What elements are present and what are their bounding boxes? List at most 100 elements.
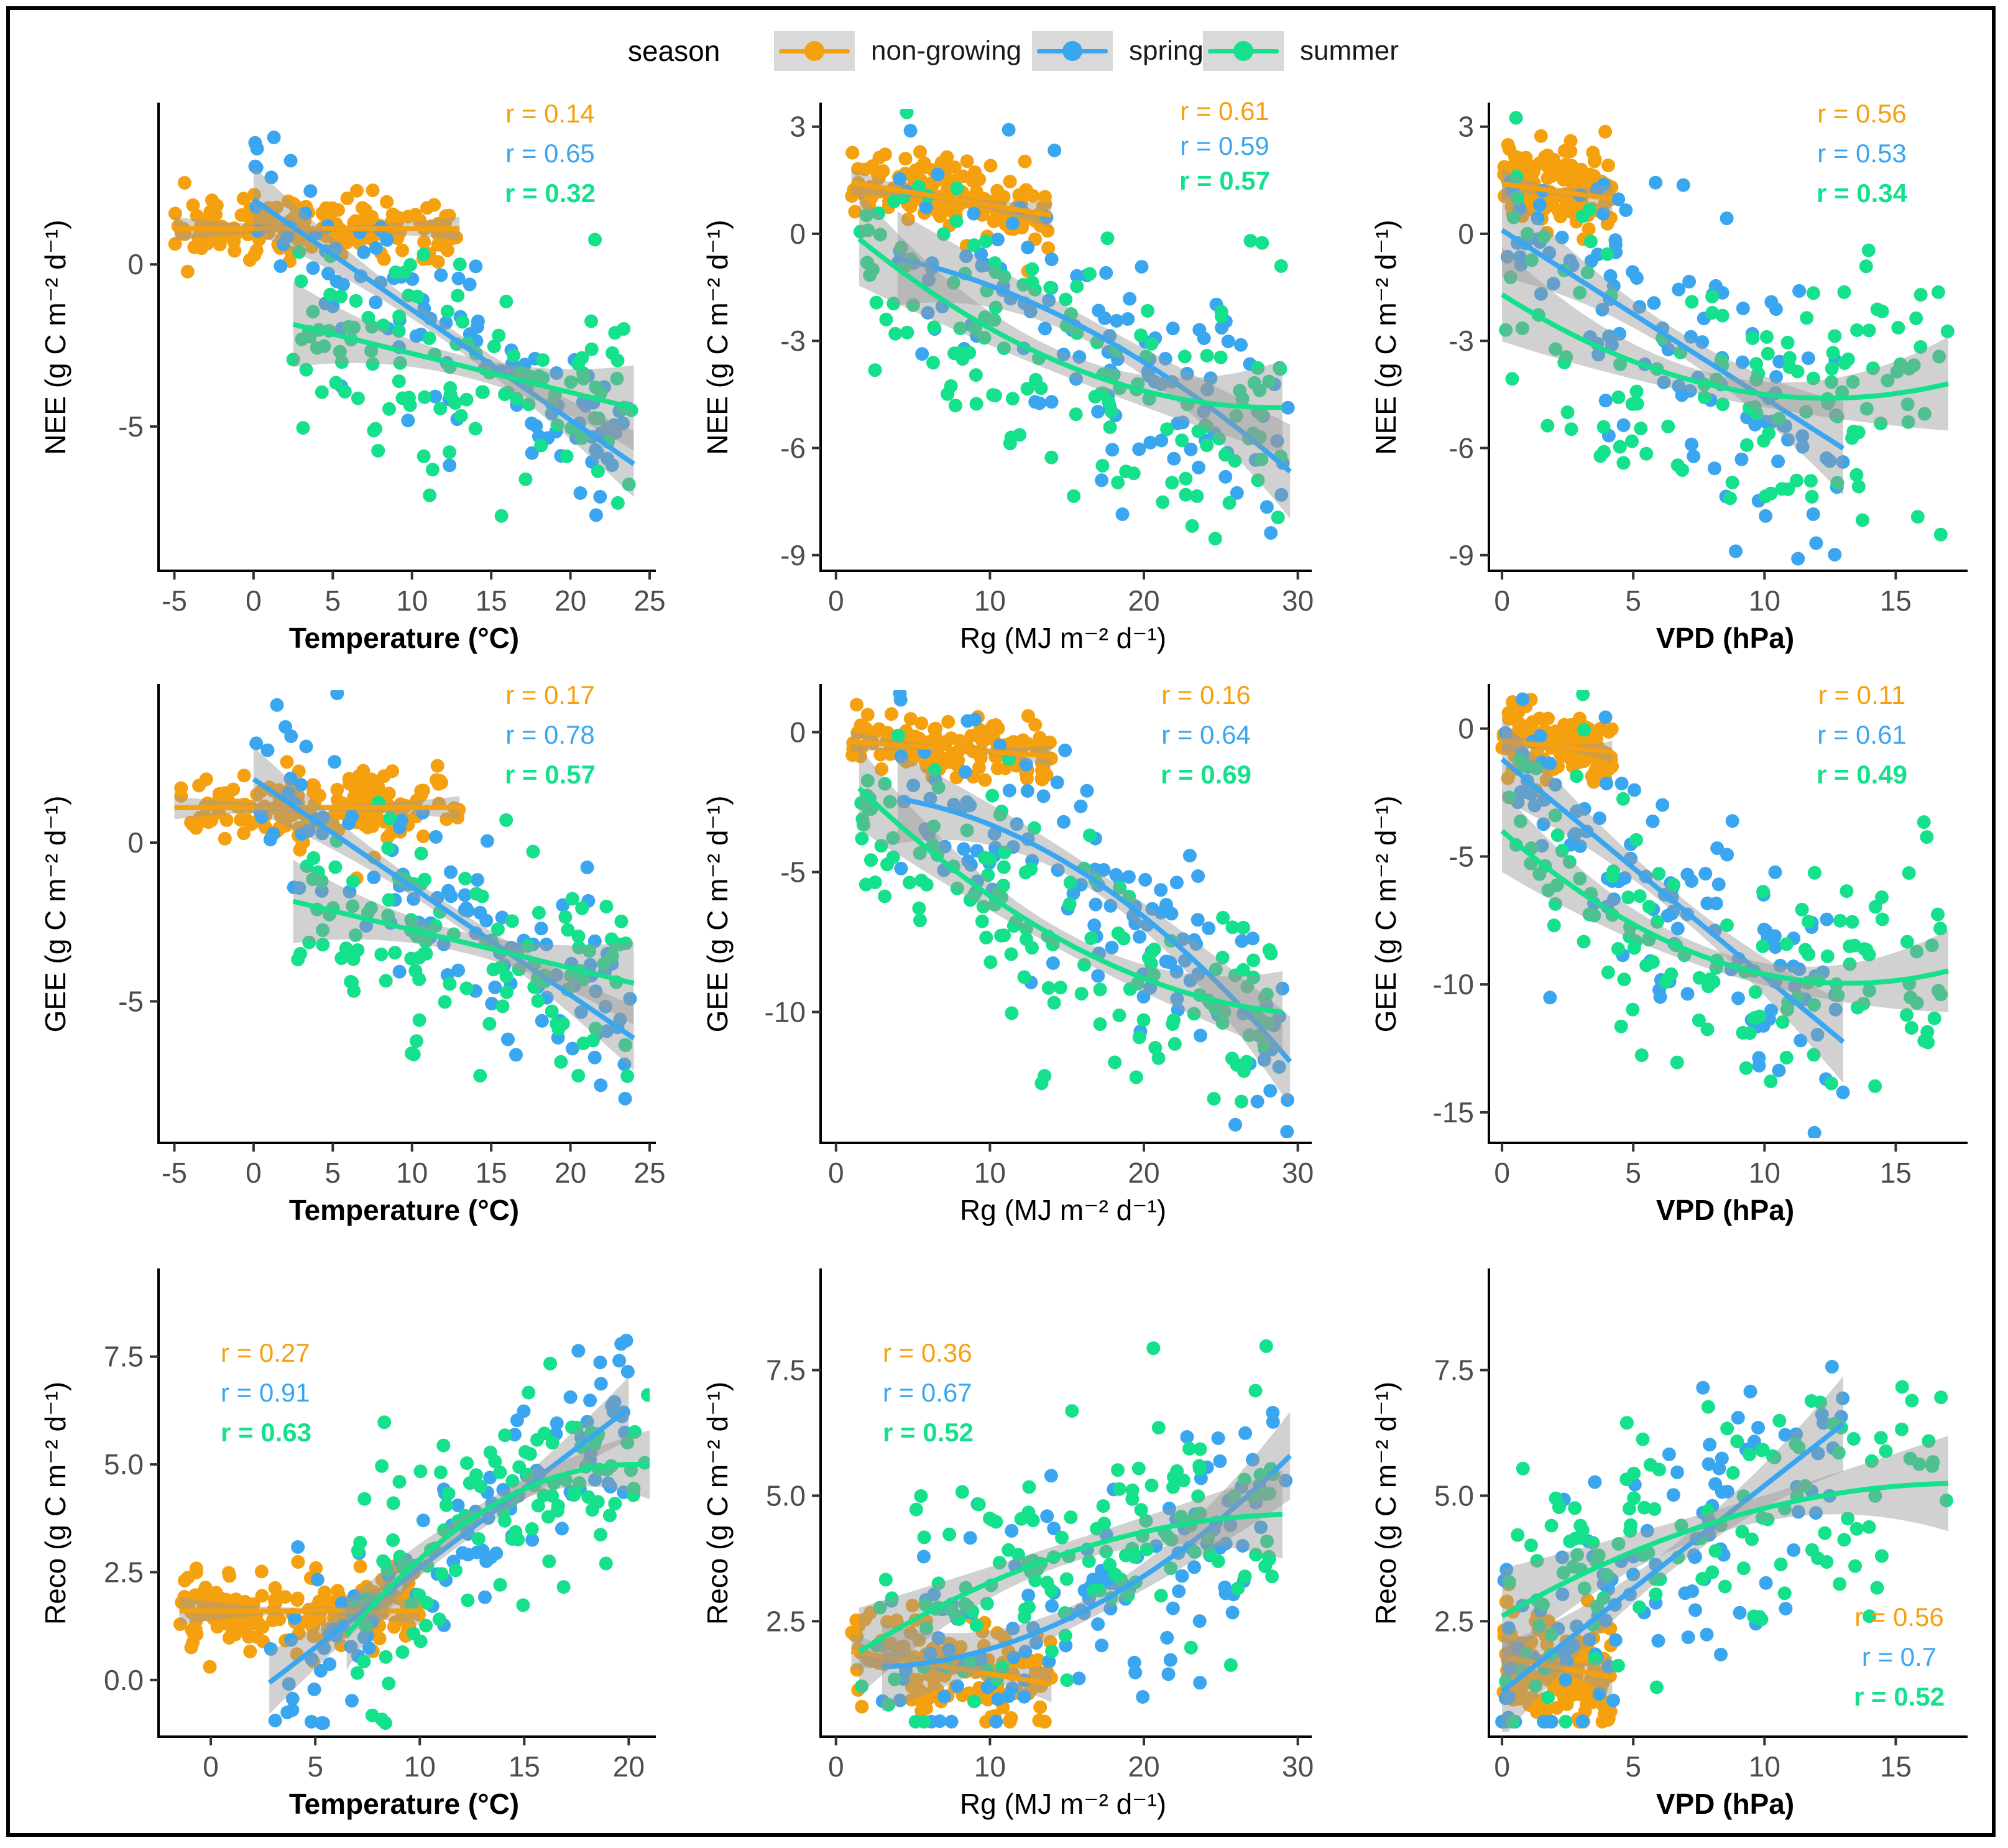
point-spring	[1714, 1647, 1728, 1661]
point-summer	[1119, 464, 1133, 479]
point-summer	[1629, 833, 1643, 847]
point-summer	[1088, 390, 1102, 404]
point-summer	[532, 905, 546, 920]
point-spring	[1133, 930, 1146, 944]
point-spring	[417, 302, 431, 316]
point-spring	[1166, 321, 1180, 336]
point-spring	[330, 690, 344, 701]
point-summer	[1862, 323, 1876, 338]
point-summer	[329, 376, 343, 390]
point-summer	[310, 341, 324, 355]
point-summer	[1200, 349, 1214, 363]
point-summer	[1806, 286, 1820, 300]
point-summer	[977, 331, 992, 345]
point-spring	[1163, 1653, 1177, 1667]
point-spring	[1105, 443, 1120, 457]
point-spring	[1720, 848, 1734, 862]
point-spring	[1234, 338, 1248, 352]
point-summer	[949, 214, 964, 228]
point-non-growing	[377, 769, 391, 783]
point-summer	[1761, 346, 1775, 361]
point-spring	[1005, 1523, 1019, 1538]
panel-gee-rg: 0 10 20 30 0 -5 -10 Rg (MJ m⁻² d⁻¹) GEE (g C m⁻²…	[701, 680, 1314, 1226]
point-summer	[1192, 1459, 1207, 1473]
point-summer	[894, 241, 908, 255]
point-summer	[1544, 1518, 1559, 1533]
point-summer	[522, 397, 536, 412]
point-summer	[1718, 1579, 1732, 1594]
point-summer	[1131, 1461, 1146, 1476]
point-spring	[1175, 1569, 1189, 1583]
point-spring	[1099, 266, 1113, 280]
point-non-growing	[193, 228, 208, 243]
point-summer	[1601, 965, 1615, 979]
point-summer	[382, 402, 396, 416]
point-spring	[439, 316, 453, 330]
point-spring	[1135, 260, 1149, 274]
point-spring	[1656, 798, 1670, 812]
point-non-growing	[1545, 198, 1560, 213]
r-value-summer: r = 0.57	[1179, 166, 1270, 195]
point-spring	[1263, 1084, 1278, 1098]
point-summer	[1165, 476, 1179, 490]
point-summer	[1613, 440, 1627, 454]
point-summer	[969, 1618, 983, 1632]
point-summer	[1739, 438, 1754, 452]
point-summer	[888, 326, 903, 341]
point-summer	[536, 353, 550, 367]
point-spring	[963, 1531, 977, 1545]
point-summer	[407, 1627, 420, 1641]
point-summer	[1824, 1076, 1838, 1091]
point-summer	[1754, 1443, 1769, 1458]
point-spring	[434, 268, 448, 282]
point-non-growing	[969, 185, 983, 199]
point-summer	[543, 1356, 557, 1370]
point-non-growing	[947, 160, 962, 174]
point-spring	[563, 1390, 578, 1404]
point-non-growing	[1034, 771, 1049, 785]
point-non-growing	[941, 714, 956, 729]
point-non-growing	[236, 192, 251, 206]
point-summer	[438, 995, 452, 1009]
y-axis-label: NEE (g C m⁻² d⁻¹)	[39, 219, 71, 455]
point-summer	[449, 1563, 463, 1578]
point-summer	[392, 1475, 407, 1489]
point-spring	[958, 765, 972, 779]
point-summer	[494, 509, 509, 523]
point-spring	[1743, 1384, 1757, 1398]
point-spring	[1588, 1475, 1602, 1489]
point-summer	[422, 331, 436, 345]
point-summer	[1804, 1394, 1818, 1408]
x-tick-label: -5	[162, 1157, 187, 1189]
fit-line-spring	[896, 256, 1292, 474]
point-spring	[593, 1356, 607, 1370]
point-summer	[366, 357, 380, 371]
point-summer	[1111, 1463, 1125, 1477]
point-summer	[1175, 433, 1189, 448]
point-spring	[1167, 451, 1181, 466]
point-spring	[316, 1716, 330, 1730]
point-spring	[1676, 178, 1690, 192]
y-tick-label: 2.5	[104, 1556, 144, 1588]
point-spring	[1751, 1421, 1766, 1435]
point-non-growing	[1585, 769, 1599, 783]
point-spring	[1264, 526, 1278, 540]
point-summer	[1096, 1499, 1110, 1513]
point-summer	[1228, 454, 1242, 468]
point-summer	[1777, 1586, 1792, 1601]
point-spring	[550, 1416, 564, 1430]
point-summer	[1646, 955, 1660, 969]
point-spring	[1274, 487, 1289, 502]
point-spring	[1058, 743, 1072, 757]
point-non-growing	[178, 1574, 192, 1587]
point-summer	[1931, 285, 1945, 299]
point-summer	[1661, 419, 1675, 433]
point-summer	[584, 342, 599, 356]
point-summer	[505, 914, 519, 928]
point-summer	[1837, 1533, 1851, 1547]
point-summer	[379, 1650, 393, 1664]
point-spring	[484, 1550, 498, 1564]
point-summer	[873, 228, 887, 242]
legend: season non-growing spring summer	[0, 24, 2008, 80]
point-summer	[383, 811, 397, 826]
